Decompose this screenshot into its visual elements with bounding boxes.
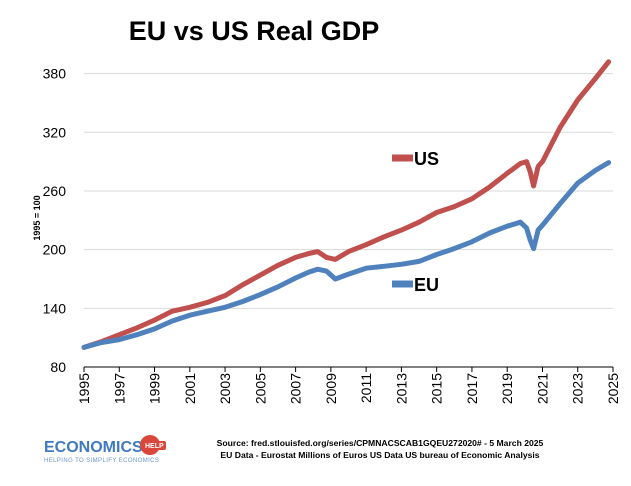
- x-tick-label: 2015: [429, 373, 445, 404]
- x-tick-label: 2005: [252, 373, 268, 404]
- y-tick-labels: 80 140 200 260 320 380: [43, 66, 67, 375]
- x-tick-label: 2025: [605, 373, 621, 404]
- source-line-2: EU Data - Eurostat Millions of Euros US …: [220, 450, 539, 460]
- x-tick-label: 1999: [147, 373, 163, 404]
- series-line-eu: [81, 160, 612, 350]
- chart-title: EU vs US Real GDP: [129, 16, 380, 46]
- logo-badge-text: HELP: [145, 443, 164, 450]
- y-tick-label: 140: [43, 300, 67, 316]
- x-tick-label: 2011: [358, 373, 374, 403]
- y-tick-label: 80: [50, 359, 66, 375]
- y-tick-label: 200: [43, 242, 67, 258]
- grid-lines: [84, 73, 613, 309]
- logo-wordmark: ECONOMICS: [44, 439, 143, 456]
- x-tick-label: 2001: [182, 373, 198, 404]
- x-tick-label: 2021: [534, 373, 550, 404]
- y-axis-label: 1995 = 100: [32, 195, 42, 240]
- y-tick-label: 380: [43, 66, 67, 82]
- logo-badge-tag-icon: [143, 441, 166, 450]
- series-line-us: [81, 59, 612, 350]
- legend-us: US: [392, 149, 439, 169]
- logo-tagline: HELPING TO SIMPLIFY ECONOMICS: [44, 458, 159, 464]
- x-tick-label: 2007: [288, 373, 304, 404]
- source-line-1: Source: fred.stlouisfed.org/series/CPMNA…: [217, 438, 544, 448]
- x-tick-label: 2023: [570, 373, 586, 404]
- series-group: [81, 59, 612, 350]
- x-tick-label: 1997: [111, 373, 127, 404]
- x-tick-label: 1995: [76, 373, 92, 404]
- x-tick-label: 2003: [217, 373, 233, 404]
- legend-us-label: US: [414, 149, 439, 169]
- x-tick-label: 2009: [323, 373, 339, 404]
- x-tick-labels: 1995 1997 1999 2001 2003 2005 2007 2009 2011 2013…: [76, 367, 621, 404]
- legend-eu: EU: [392, 275, 439, 295]
- y-tick-label: 260: [43, 183, 67, 199]
- x-tick-label: 2019: [499, 373, 515, 404]
- economics-help-logo: ECONOMICS HELP HELPING TO SIMPLIFY ECONO…: [44, 435, 166, 464]
- legend-eu-label: EU: [414, 275, 439, 295]
- x-tick-label: 2013: [393, 373, 409, 404]
- y-tick-label: 320: [43, 124, 67, 140]
- x-tick-label: 2017: [464, 373, 480, 404]
